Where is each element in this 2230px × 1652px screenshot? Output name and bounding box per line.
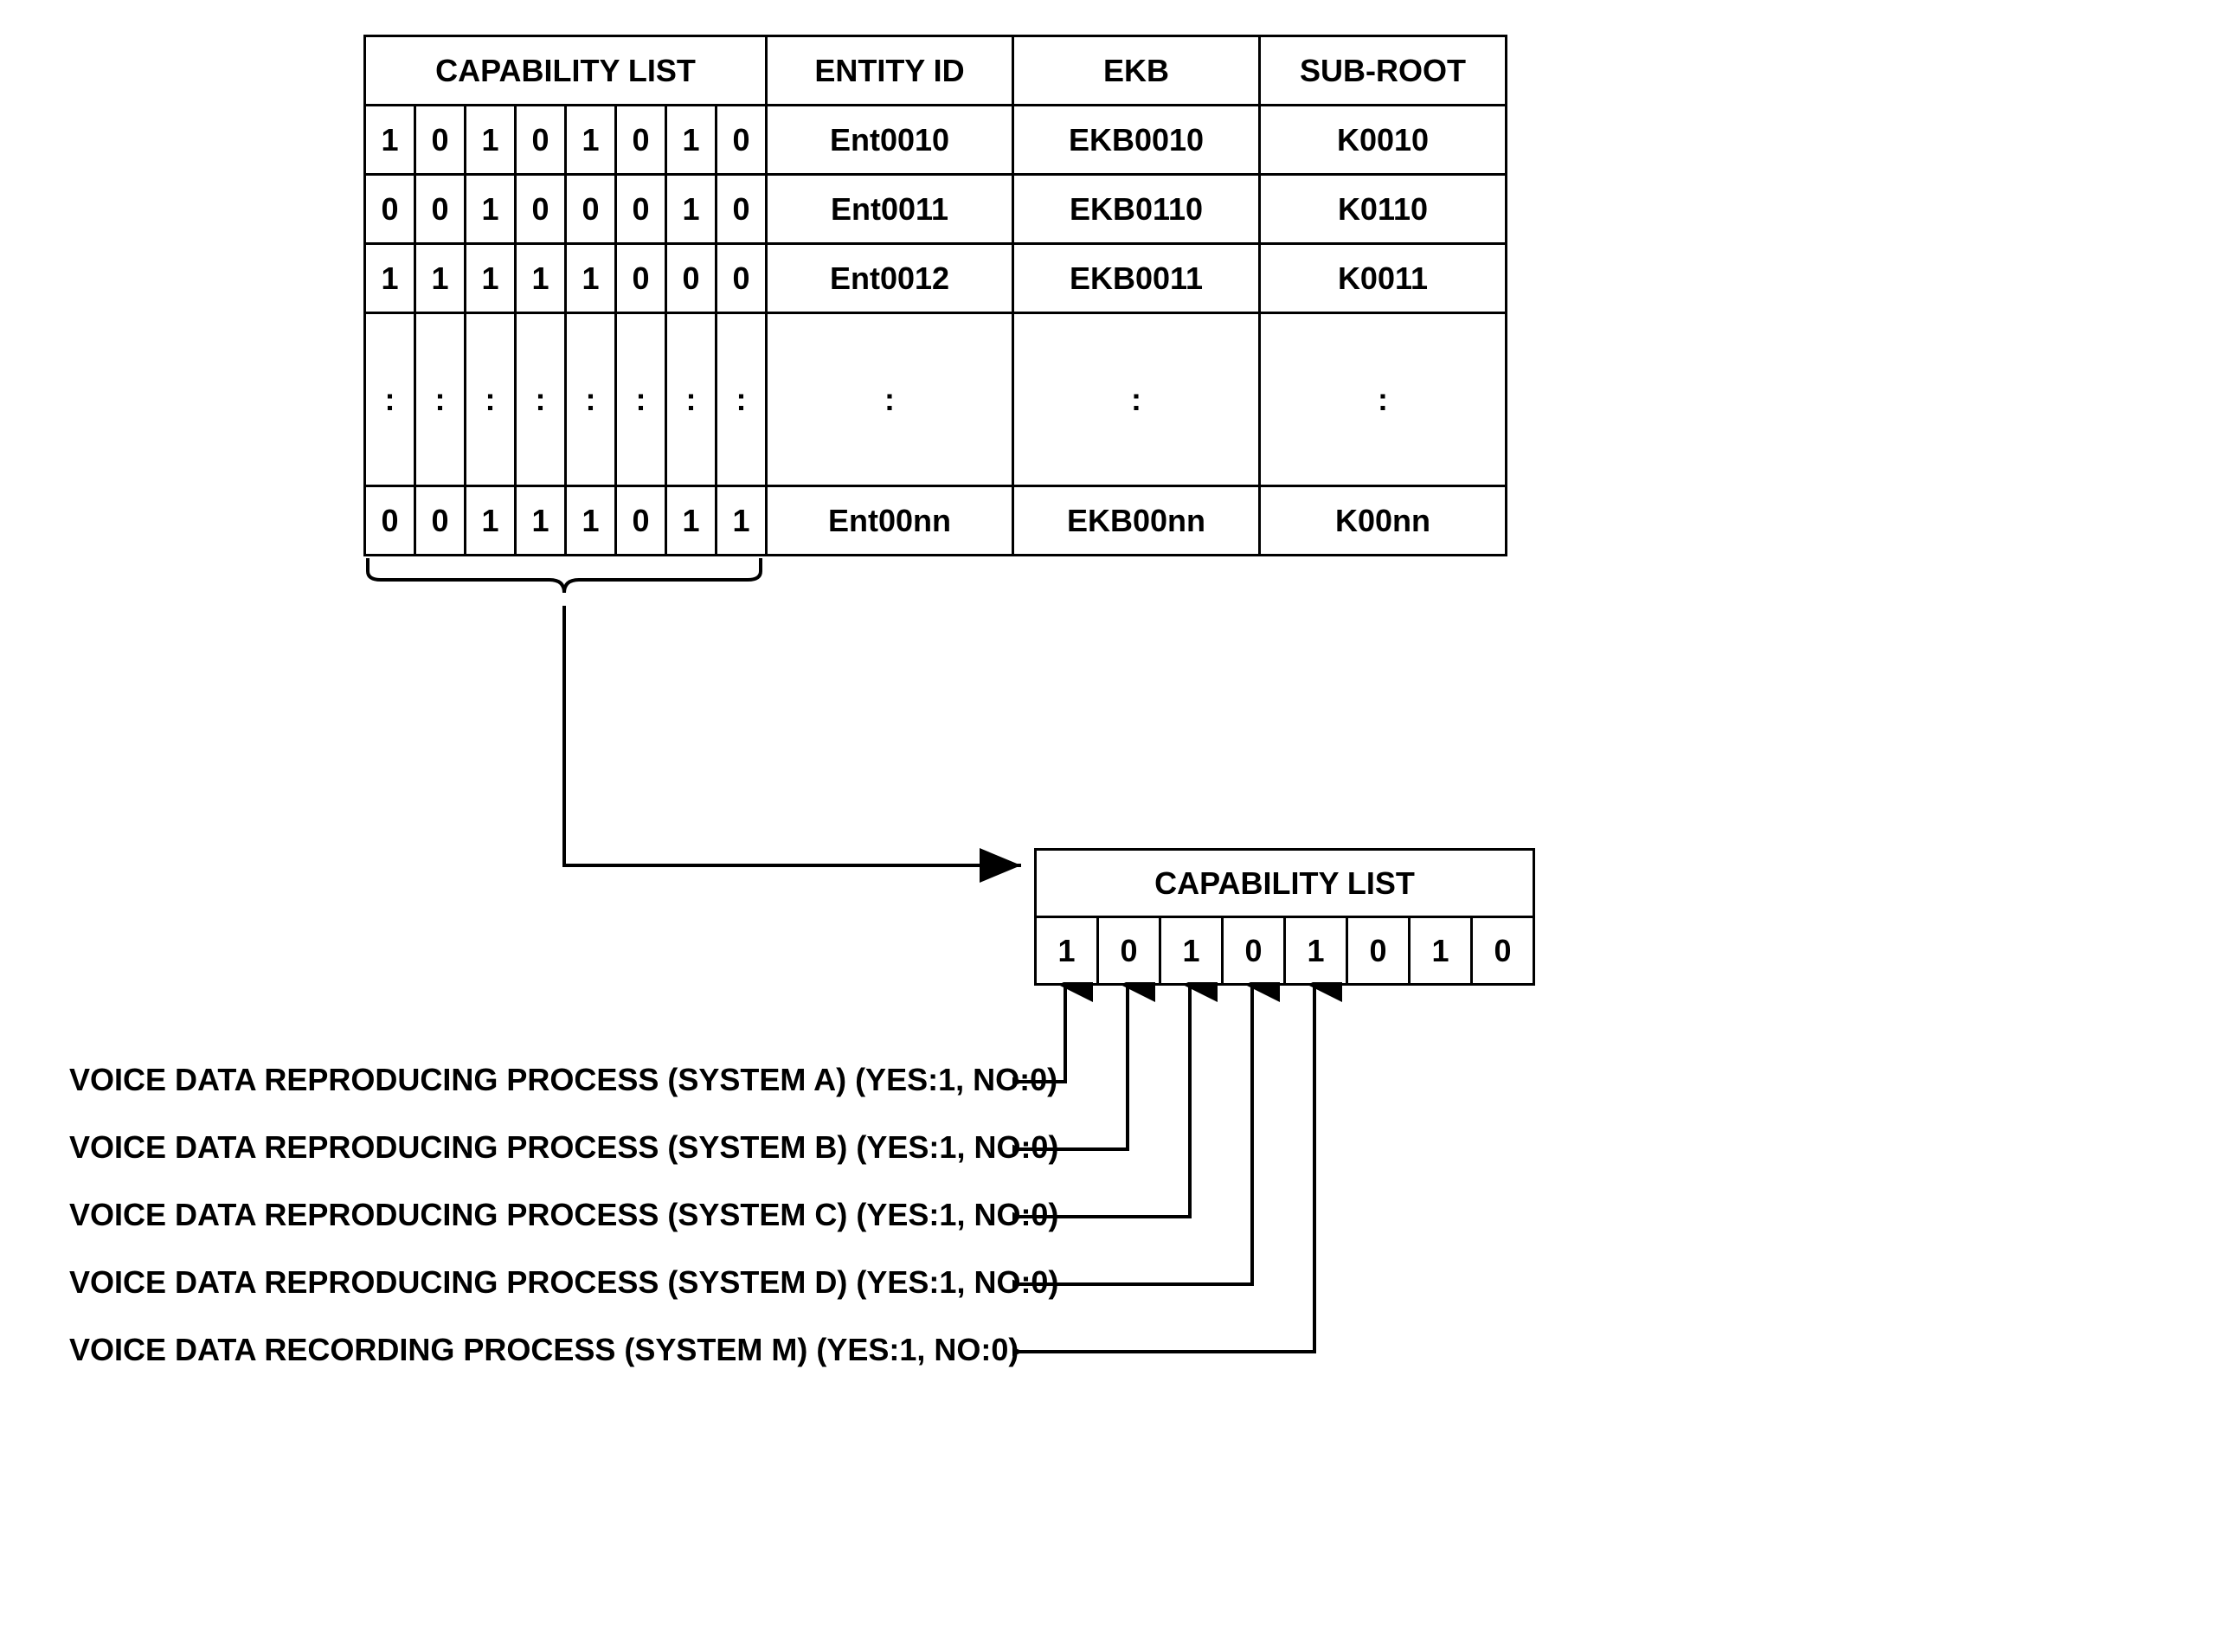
entity-cell: Ent0012 xyxy=(767,244,1013,313)
bit-cell: 0 xyxy=(1098,917,1160,985)
bit-cell: 0 xyxy=(717,175,767,244)
bit-cell: 0 xyxy=(616,486,666,556)
capability-labels: VOICE DATA REPRODUCING PROCESS (SYSTEM A… xyxy=(69,1064,1058,1402)
bit-cell: 1 xyxy=(466,486,516,556)
bit-cell: 0 xyxy=(566,175,616,244)
bit-cell: : xyxy=(566,313,616,486)
bit-cell: 0 xyxy=(516,106,566,175)
main-header-sub-root: SUB-ROOT xyxy=(1260,36,1507,106)
main-header-capability-list: CAPABILITY LIST xyxy=(365,36,767,106)
ekb-cell: EKB00nn xyxy=(1013,486,1260,556)
bit-cell: 1 xyxy=(365,244,415,313)
bit-cell: 1 xyxy=(666,486,717,556)
bit-cell: 0 xyxy=(1472,917,1534,985)
bit-cell: : xyxy=(365,313,415,486)
bit-cell: 1 xyxy=(365,106,415,175)
bit-cell: 0 xyxy=(616,106,666,175)
bit-cell: : xyxy=(666,313,717,486)
bit-cell: 1 xyxy=(566,486,616,556)
capability-label: VOICE DATA REPRODUCING PROCESS (SYSTEM B… xyxy=(69,1132,1058,1163)
bit-cell: 1 xyxy=(1410,917,1472,985)
ekb-cell: : xyxy=(1013,313,1260,486)
bit-cell: 1 xyxy=(1160,917,1223,985)
bit-cell: 0 xyxy=(616,244,666,313)
bit-cell: 0 xyxy=(365,486,415,556)
subroot-cell: K0110 xyxy=(1260,175,1507,244)
bit-cell: 1 xyxy=(1036,917,1098,985)
bit-cell: : xyxy=(516,313,566,486)
brace-to-detail-arrow-icon xyxy=(545,606,1064,883)
main-header-ekb: EKB xyxy=(1013,36,1260,106)
entity-cell: Ent0010 xyxy=(767,106,1013,175)
main-header-entity-id: ENTITY ID xyxy=(767,36,1013,106)
bit-cell: 0 xyxy=(717,244,767,313)
main-table-header-row: CAPABILITY LIST ENTITY ID EKB SUB-ROOT xyxy=(365,36,1507,106)
bit-cell: : xyxy=(616,313,666,486)
capability-label: VOICE DATA REPRODUCING PROCESS (SYSTEM A… xyxy=(69,1064,1058,1096)
subroot-cell: K0011 xyxy=(1260,244,1507,313)
bit-cell: 1 xyxy=(566,106,616,175)
bit-cell: 1 xyxy=(666,175,717,244)
bit-cell: 0 xyxy=(717,106,767,175)
bit-cell: : xyxy=(415,313,466,486)
detail-table: CAPABILITY LIST 1 0 1 0 1 0 1 0 xyxy=(1034,848,1535,986)
bit-cell: 1 xyxy=(666,106,717,175)
bit-cell: 1 xyxy=(516,486,566,556)
table-row-dots: : : : : : : : : : : : xyxy=(365,313,1507,486)
subroot-cell: K0010 xyxy=(1260,106,1507,175)
main-table: CAPABILITY LIST ENTITY ID EKB SUB-ROOT 1… xyxy=(363,35,1507,556)
ekb-cell: EKB0010 xyxy=(1013,106,1260,175)
entity-cell: Ent0011 xyxy=(767,175,1013,244)
underbrace-icon xyxy=(363,554,770,606)
bit-cell: 0 xyxy=(616,175,666,244)
entity-cell: : xyxy=(767,313,1013,486)
bit-cell: 0 xyxy=(516,175,566,244)
capability-label: VOICE DATA RECORDING PROCESS (SYSTEM M) … xyxy=(69,1334,1058,1366)
bit-cell: 1 xyxy=(717,486,767,556)
bit-cell: 0 xyxy=(1223,917,1285,985)
bit-cell: 1 xyxy=(415,244,466,313)
bit-cell: 1 xyxy=(466,175,516,244)
table-row: 0 0 1 0 0 0 1 0 Ent0011 EKB0110 K0110 xyxy=(365,175,1507,244)
diagram-root: CAPABILITY LIST ENTITY ID EKB SUB-ROOT 1… xyxy=(35,35,2195,1617)
callout-arrows-icon xyxy=(1012,982,1584,1467)
bit-cell: 0 xyxy=(415,486,466,556)
subroot-cell: : xyxy=(1260,313,1507,486)
capability-label: VOICE DATA REPRODUCING PROCESS (SYSTEM C… xyxy=(69,1199,1058,1231)
subroot-cell: K00nn xyxy=(1260,486,1507,556)
bit-cell: 0 xyxy=(415,106,466,175)
capability-label: VOICE DATA REPRODUCING PROCESS (SYSTEM D… xyxy=(69,1267,1058,1298)
table-row: 0 0 1 1 1 0 1 1 Ent00nn EKB00nn K00nn xyxy=(365,486,1507,556)
bit-cell: 0 xyxy=(1347,917,1410,985)
bit-cell: 0 xyxy=(415,175,466,244)
ekb-cell: EKB0011 xyxy=(1013,244,1260,313)
ekb-cell: EKB0110 xyxy=(1013,175,1260,244)
bit-cell: 0 xyxy=(365,175,415,244)
bit-cell: 1 xyxy=(466,244,516,313)
table-row: 1 1 1 1 1 0 0 0 Ent0012 EKB0011 K0011 xyxy=(365,244,1507,313)
detail-header-row: CAPABILITY LIST xyxy=(1036,850,1534,917)
bit-cell: : xyxy=(717,313,767,486)
bit-cell: 1 xyxy=(516,244,566,313)
detail-header-capability-list: CAPABILITY LIST xyxy=(1036,850,1534,917)
bit-cell: 1 xyxy=(466,106,516,175)
bit-cell: 1 xyxy=(1285,917,1347,985)
entity-cell: Ent00nn xyxy=(767,486,1013,556)
bit-cell: 0 xyxy=(666,244,717,313)
bit-cell: : xyxy=(466,313,516,486)
bit-cell: 1 xyxy=(566,244,616,313)
detail-bits-row: 1 0 1 0 1 0 1 0 xyxy=(1036,917,1534,985)
table-row: 1 0 1 0 1 0 1 0 Ent0010 EKB0010 K0010 xyxy=(365,106,1507,175)
